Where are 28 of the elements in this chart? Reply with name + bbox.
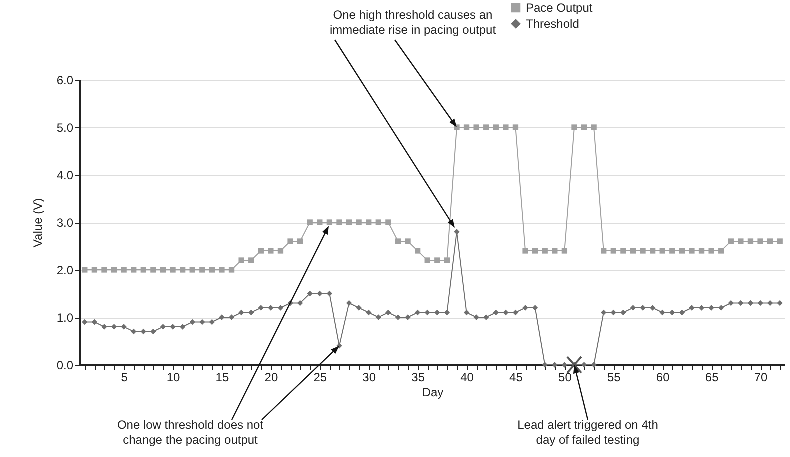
y-tick-label: 4.0 xyxy=(56,168,74,182)
x-axis-title: Day xyxy=(422,386,444,400)
x-tick-label: 25 xyxy=(314,370,328,384)
legend-label: Threshold xyxy=(526,17,580,31)
x-tick-label: 30 xyxy=(362,370,376,384)
y-tick-label: 1.0 xyxy=(56,311,74,325)
x-tick-label: 65 xyxy=(705,370,720,384)
y-tick-label: 0.0 xyxy=(56,358,74,372)
x-tick-label: 20 xyxy=(264,370,278,384)
x-tick-label: 15 xyxy=(216,370,230,384)
y-tick-label: 2.0 xyxy=(56,264,74,278)
y-tick-label: 6.0 xyxy=(56,74,74,88)
x-tick-label: 40 xyxy=(460,370,474,384)
x-tick-label: 50 xyxy=(558,370,572,384)
x-tick-label: 45 xyxy=(510,370,524,384)
y-tick-label: 5.0 xyxy=(56,121,74,135)
x-tick-label: 60 xyxy=(656,370,670,384)
x-tick-label: 55 xyxy=(607,370,622,384)
y-axis-title: Value (V) xyxy=(30,198,45,248)
x-tick-label: 70 xyxy=(754,370,768,384)
x-tick-label: 10 xyxy=(166,370,181,384)
x-tick-label: 35 xyxy=(412,370,426,384)
annotation: One high threshold causes an immediate rise in pacing output xyxy=(328,8,498,38)
annotation: One low threshold does not change the pacing output xyxy=(116,418,265,448)
legend-label: Pace Output xyxy=(526,1,594,15)
x-tick-label: 5 xyxy=(121,370,128,384)
annotation: Lead alert triggered on 4th day of failed testing xyxy=(516,418,660,448)
y-tick-label: 3.0 xyxy=(56,216,74,230)
